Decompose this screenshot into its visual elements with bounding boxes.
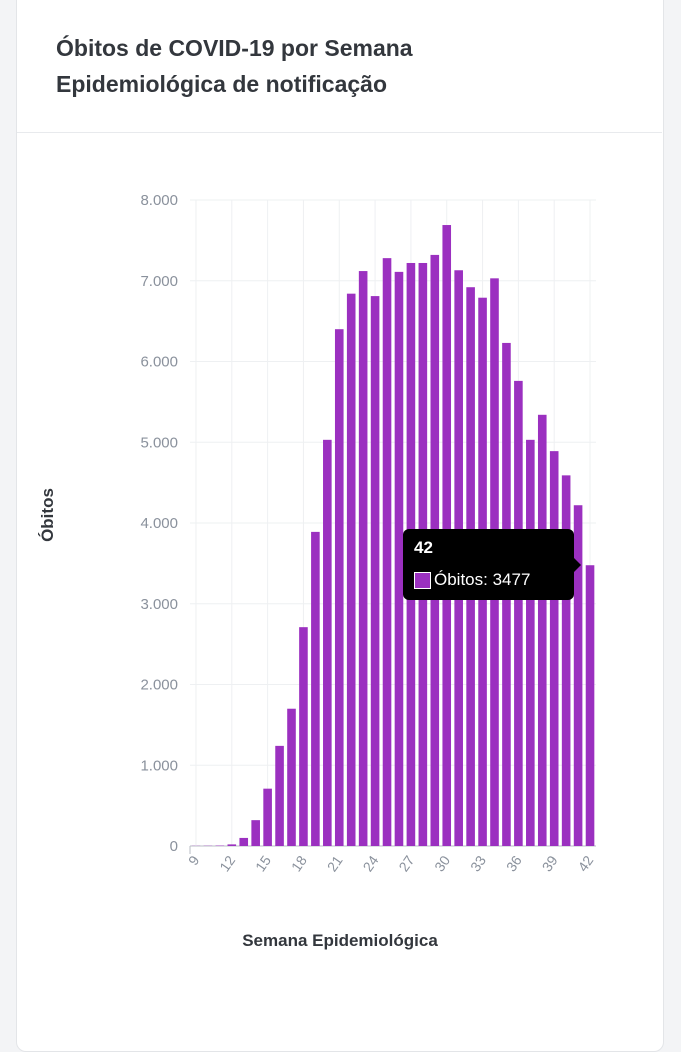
y-tick-label: 4.000 — [140, 515, 178, 532]
bar-week-17 — [287, 709, 296, 846]
bar-week-22 — [347, 294, 356, 846]
tooltip: 42 Óbitos: 3477 — [403, 529, 574, 600]
bar-week-16 — [275, 746, 284, 846]
bar-week-21 — [335, 329, 344, 846]
x-tick-label: 12 — [216, 852, 238, 874]
bar-week-20 — [323, 440, 332, 846]
x-tick-label: 9 — [185, 852, 203, 868]
bar-week-19 — [311, 532, 320, 846]
x-tick-label: 42 — [574, 852, 596, 874]
x-tick-label: 39 — [539, 852, 561, 874]
x-tick-label: 15 — [252, 852, 274, 874]
x-tick-label: 24 — [360, 852, 382, 874]
bar-week-37 — [526, 440, 535, 846]
y-tick-label: 1.000 — [140, 757, 178, 774]
bar-week-42 — [586, 565, 595, 846]
bar-week-12 — [227, 844, 236, 846]
tooltip-row: Óbitos: 3477 — [414, 570, 530, 590]
bar-week-13 — [239, 838, 248, 846]
bar-week-25 — [383, 258, 392, 846]
y-axis-title: Óbitos — [38, 488, 57, 542]
x-tick-label: 36 — [503, 852, 525, 874]
bar-week-26 — [395, 272, 404, 846]
tooltip-title: 42 — [414, 538, 433, 558]
bar-week-36 — [514, 381, 523, 846]
bar-week-15 — [263, 789, 272, 846]
y-tick-label: 8.000 — [140, 192, 178, 209]
bar-week-24 — [371, 296, 380, 846]
x-tick-label: 33 — [467, 852, 489, 874]
y-tick-label: 2.000 — [140, 677, 178, 694]
x-tick-label: 27 — [395, 852, 417, 874]
tooltip-label: Óbitos: 3477 — [434, 570, 530, 590]
x-axis-title: Semana Epidemiológica — [242, 931, 438, 950]
y-tick-label: 3.000 — [140, 596, 178, 613]
x-tick-label: 21 — [324, 852, 346, 874]
bar-week-14 — [251, 820, 260, 846]
y-tick-label: 7.000 — [140, 273, 178, 290]
bar-chart: 0 1.000 2.000 3.000 4.000 5.000 6.000 7.000 8.00… — [0, 0, 681, 1024]
y-tick-label: 6.000 — [140, 354, 178, 371]
bar-week-18 — [299, 627, 308, 846]
bar-week-38 — [538, 415, 547, 846]
bar-week-39 — [550, 451, 559, 846]
bar-week-41 — [574, 505, 583, 846]
bar-week-23 — [359, 271, 368, 846]
y-tick-label: 5.000 — [140, 434, 178, 451]
legend-swatch — [414, 572, 431, 589]
y-tick-label: 0 — [170, 838, 178, 855]
x-tick-label: 30 — [431, 852, 453, 874]
x-tick-label: 18 — [288, 852, 310, 874]
